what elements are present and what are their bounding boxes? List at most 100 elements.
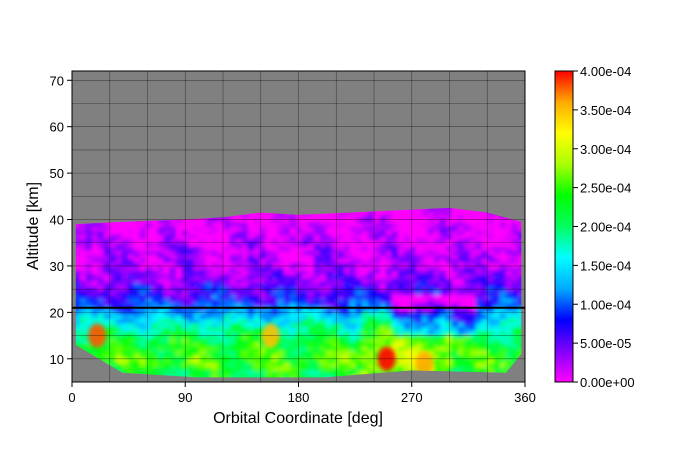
heatmap-cell — [115, 319, 123, 324]
heatmap-cell — [409, 223, 417, 228]
heatmap-cell — [163, 219, 171, 224]
heatmap-cell — [385, 219, 393, 224]
heatmap-cell — [133, 223, 141, 228]
heatmap-cell — [367, 219, 375, 224]
heatmap-cell — [517, 227, 522, 232]
heatmap-cell — [103, 231, 111, 236]
heatmap-cell — [229, 327, 237, 332]
heatmap-cell — [103, 291, 111, 296]
heatmap-cell — [403, 315, 411, 320]
heatmap-cell — [295, 255, 303, 260]
heatmap-cell — [187, 327, 195, 332]
heatmap-cell — [211, 255, 219, 260]
heatmap-cell — [205, 263, 213, 268]
heatmap-cell — [109, 251, 117, 256]
heatmap-cell — [517, 323, 522, 328]
heatmap-cell — [217, 255, 225, 260]
heatmap-cell — [367, 275, 375, 280]
heatmap-cell — [223, 223, 231, 228]
heatmap-cell — [109, 271, 117, 276]
heatmap-cell — [457, 279, 465, 284]
heatmap-cell — [241, 267, 249, 272]
heatmap-cell — [157, 239, 165, 244]
heatmap-cell — [145, 259, 153, 264]
heatmap-cell — [289, 215, 297, 220]
heatmap-cell — [235, 267, 243, 272]
heatmap-cell — [301, 263, 309, 268]
heatmap-cell — [217, 231, 225, 236]
heatmap-cell — [439, 271, 447, 276]
heatmap-cell — [75, 323, 81, 328]
heatmap-cell — [127, 291, 135, 296]
heatmap-cell — [175, 331, 183, 336]
heatmap-cell — [499, 271, 507, 276]
heatmap-cell — [271, 239, 279, 244]
heatmap-cell — [439, 299, 447, 304]
heatmap-cell — [373, 223, 381, 228]
heatmap-cell — [367, 291, 375, 296]
heatmap-cell — [457, 243, 465, 248]
heatmap-cell — [307, 283, 315, 288]
heatmap-cell — [439, 267, 447, 272]
heatmap-cell — [415, 207, 423, 212]
heatmap-cell — [217, 291, 225, 296]
heatmap-cell — [259, 315, 267, 320]
heatmap-cell — [355, 299, 363, 304]
heatmap-cell — [517, 299, 522, 304]
heatmap-cell — [421, 291, 429, 296]
heatmap-cell — [379, 271, 387, 276]
heatmap-cell — [505, 239, 513, 244]
heatmap-cell — [397, 283, 405, 288]
heatmap-cell — [397, 307, 405, 312]
heatmap-cell — [493, 239, 501, 244]
heatmap-cell — [75, 235, 81, 240]
heatmap-cell — [241, 295, 249, 300]
heatmap-cell — [235, 243, 243, 248]
heatmap-cell — [187, 235, 195, 240]
heatmap-cell — [163, 231, 171, 236]
heatmap-cell — [157, 331, 165, 336]
heatmap-cell — [313, 247, 321, 252]
heatmap-cell — [187, 307, 195, 312]
heatmap-cell — [469, 291, 477, 296]
heatmap-cell — [391, 235, 399, 240]
heatmap-cell — [415, 251, 423, 256]
heatmap-cell — [265, 299, 273, 304]
heatmap-cell — [229, 243, 237, 248]
heatmap-cell — [121, 247, 129, 252]
heatmap-cell — [211, 247, 219, 252]
heatmap-cell — [439, 315, 447, 320]
heatmap-cell — [133, 283, 141, 288]
heatmap-cell — [265, 263, 273, 268]
heatmap-cell — [79, 227, 87, 232]
heatmap-cell — [469, 215, 477, 220]
heatmap-cell — [325, 279, 333, 284]
heatmap-cell — [415, 287, 423, 292]
heatmap-cell — [415, 295, 423, 300]
heatmap-cell — [145, 291, 153, 296]
heatmap-cell — [379, 215, 387, 220]
heatmap-cell — [97, 315, 105, 320]
heatmap-cell — [121, 307, 129, 312]
heatmap-cell — [91, 223, 99, 228]
heatmap-cell — [391, 211, 399, 216]
heatmap-cell — [163, 243, 171, 248]
heatmap-cell — [385, 227, 393, 232]
heatmap-cell — [175, 287, 183, 292]
heatmap-cell — [217, 315, 225, 320]
heatmap-cell — [85, 251, 93, 256]
heatmap-cell — [325, 251, 333, 256]
heatmap-cell — [75, 287, 81, 292]
heatmap-cell — [319, 227, 327, 232]
heatmap-cell — [91, 247, 99, 252]
heatmap-cell — [481, 263, 489, 268]
heatmap-cell — [391, 227, 399, 232]
heatmap-cell — [79, 275, 87, 280]
heatmap-cell — [289, 223, 297, 228]
heatmap-cell — [361, 235, 369, 240]
heatmap-cell — [427, 271, 435, 276]
heatmap-cell — [79, 319, 87, 324]
heatmap-cell — [421, 235, 429, 240]
heatmap-cell — [169, 243, 177, 248]
heatmap-cell — [325, 291, 333, 296]
